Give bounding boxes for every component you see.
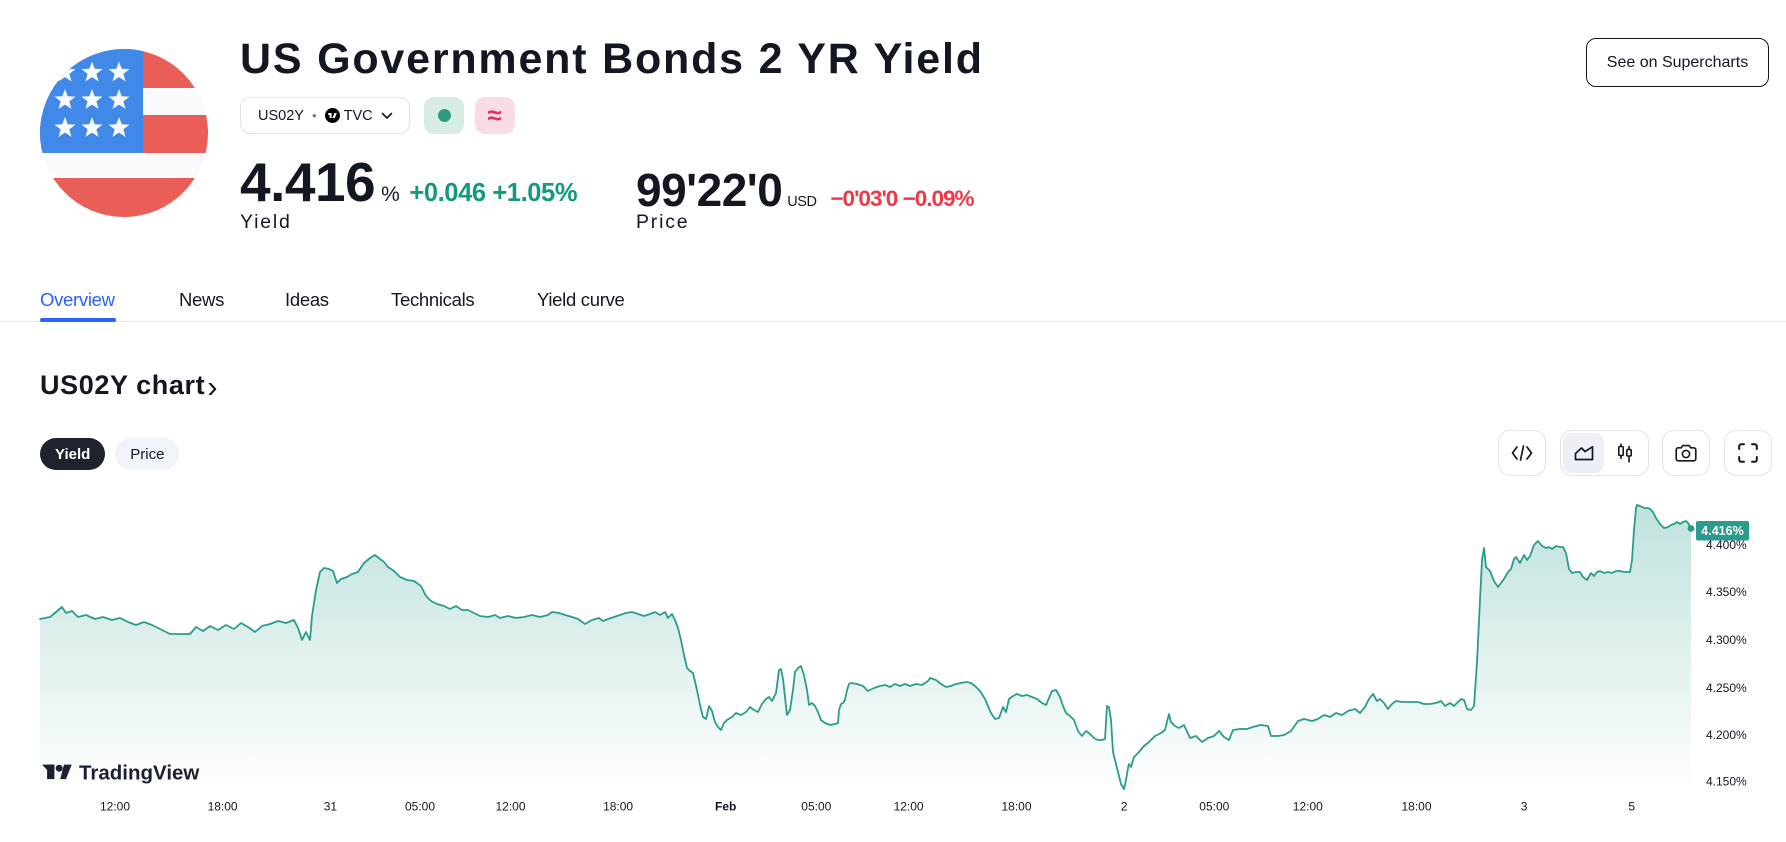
svg-text:18:00: 18:00: [1401, 800, 1431, 814]
svg-text:18:00: 18:00: [603, 800, 633, 814]
svg-text:12:00: 12:00: [1293, 800, 1323, 814]
svg-text:4.250%: 4.250%: [1706, 681, 1747, 695]
svg-text:5: 5: [1628, 800, 1635, 814]
svg-text:Feb: Feb: [715, 800, 736, 814]
svg-text:05:00: 05:00: [1199, 800, 1229, 814]
svg-text:4.200%: 4.200%: [1706, 728, 1747, 742]
svg-text:4.416%: 4.416%: [1701, 524, 1743, 538]
svg-text:12:00: 12:00: [894, 800, 924, 814]
svg-text:05:00: 05:00: [801, 800, 831, 814]
svg-text:4.400%: 4.400%: [1706, 538, 1747, 552]
svg-text:05:00: 05:00: [405, 800, 435, 814]
svg-text:TradingView: TradingView: [79, 761, 199, 784]
svg-text:31: 31: [324, 800, 338, 814]
svg-text:4.300%: 4.300%: [1706, 633, 1747, 647]
svg-text:18:00: 18:00: [208, 800, 238, 814]
svg-text:18:00: 18:00: [1001, 800, 1031, 814]
svg-text:12:00: 12:00: [495, 800, 525, 814]
svg-text:4.150%: 4.150%: [1706, 775, 1747, 789]
svg-text:4.350%: 4.350%: [1706, 585, 1747, 599]
svg-text:3: 3: [1521, 800, 1528, 814]
svg-text:2: 2: [1121, 800, 1128, 814]
svg-text:12:00: 12:00: [100, 800, 130, 814]
